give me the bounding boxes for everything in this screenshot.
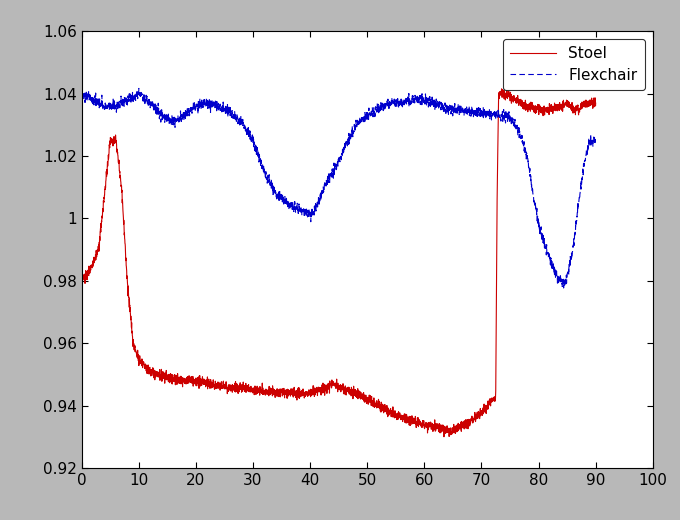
Stoel [440, 434, 448, 440]
Stoel [275, 390, 283, 396]
Stoel [78, 274, 86, 280]
Stoel [526, 103, 534, 109]
Flexchair [275, 189, 283, 195]
Stoel [582, 97, 590, 103]
Flexchair [560, 285, 568, 291]
Flexchair [297, 204, 305, 210]
Flexchair [136, 93, 144, 99]
Stoel [297, 390, 305, 396]
Stoel [498, 86, 506, 92]
Legend: Stoel, Flexchair: Stoel, Flexchair [503, 39, 645, 90]
Flexchair [582, 154, 590, 160]
Stoel [592, 100, 600, 106]
Flexchair [526, 176, 534, 183]
Stoel [136, 359, 144, 365]
Flexchair [167, 116, 175, 122]
Line: Flexchair: Flexchair [82, 88, 596, 288]
Flexchair [78, 86, 86, 93]
Line: Stoel: Stoel [82, 89, 596, 437]
Flexchair [135, 85, 143, 92]
Flexchair [592, 137, 600, 143]
Stoel [167, 375, 175, 382]
